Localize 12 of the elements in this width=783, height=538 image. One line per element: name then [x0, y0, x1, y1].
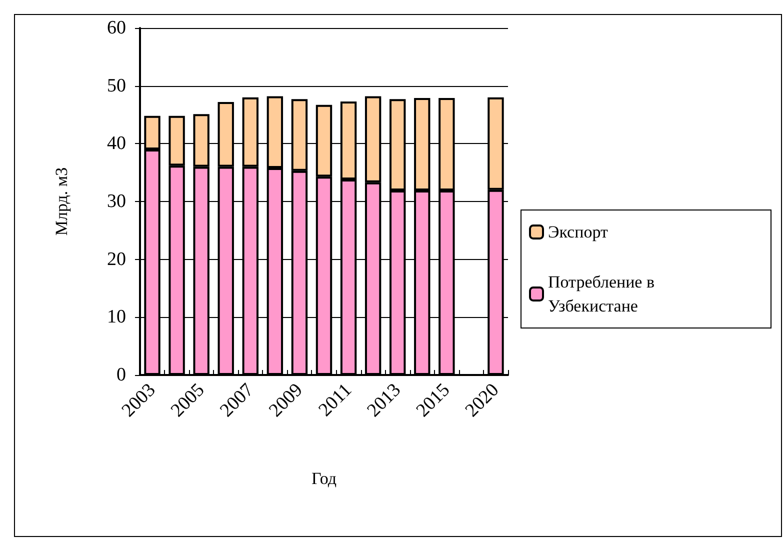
y-tick-label: 40 [107, 133, 126, 154]
y-tick-label: 0 [116, 364, 126, 386]
x-axis-title: Год [312, 469, 337, 488]
y-axis-title: Млрд. м3 [52, 167, 71, 236]
y-tick-label: 30 [107, 191, 126, 212]
x-tick-label: 2011 [314, 380, 356, 421]
y-tick-label: 60 [107, 18, 126, 38]
y-tick-label: 10 [107, 306, 126, 328]
y-tick-label: 50 [107, 75, 126, 96]
legend-label: Потребление в Узбекистане [548, 272, 659, 316]
y-tick-label: 20 [107, 248, 126, 270]
legend-label: Экспорт [548, 222, 608, 242]
